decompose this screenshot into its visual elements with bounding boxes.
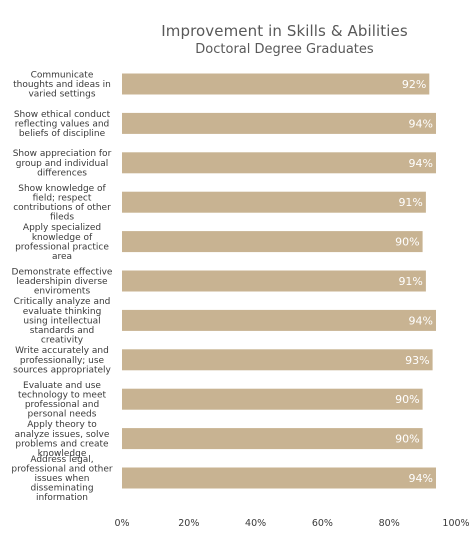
bar-value-label: 93%: [405, 354, 429, 367]
category-label: Evaluate and use technology to meet profes…: [18, 381, 107, 420]
chart-title: Improvement in Skills & Abilities: [161, 22, 408, 40]
bar: [122, 73, 430, 95]
bar: [122, 467, 436, 489]
x-tick-label: 40%: [245, 518, 266, 529]
bar: [122, 309, 436, 331]
bar-value-label: 90%: [395, 236, 419, 249]
bar-value-label: 94%: [409, 472, 433, 485]
bar-value-label: 94%: [409, 117, 433, 130]
bar-value-label: 91%: [398, 275, 422, 288]
bar: [122, 152, 436, 174]
bar: [122, 231, 423, 253]
bar: [122, 112, 436, 134]
category-label: Demonstrate effective leadershipin divers…: [12, 267, 113, 296]
category-label: Critically analyze and evaluate thinking u…: [14, 297, 111, 345]
bar: [122, 428, 423, 450]
category-label: Apply specialized knowledge of professiona…: [15, 223, 109, 262]
bar-value-label: 92%: [402, 78, 426, 91]
bar-value-label: 94%: [409, 314, 433, 327]
category-label: Show ethical conduct reflecting values an…: [14, 110, 111, 139]
category-label: Show knowledge of field; respect contribut…: [13, 184, 111, 223]
bar-value-label: 90%: [395, 393, 419, 406]
chart-subtitle: Doctoral Degree Graduates: [195, 42, 374, 57]
bar-value-label: 91%: [398, 196, 422, 209]
category-label: Communicate thoughts and ideas in varied s…: [13, 70, 111, 99]
category-label: Show appreciation for group and individua…: [13, 149, 112, 178]
bar: [122, 388, 423, 410]
bar: [122, 270, 426, 292]
bar: [122, 191, 426, 213]
x-tick-label: 80%: [379, 518, 400, 529]
category-label: Write accurately and professionally; use s…: [13, 346, 111, 375]
x-tick-label: 0%: [114, 518, 129, 529]
category-label: Apply theory to analyze issues, solve prob…: [15, 420, 110, 459]
bar: [122, 349, 433, 371]
bar-value-label: 94%: [409, 157, 433, 170]
x-tick-label: 20%: [178, 518, 199, 529]
bar-value-label: 90%: [395, 433, 419, 446]
x-tick-label: 100%: [442, 518, 469, 529]
category-label: Address legal, professional and other issu…: [11, 455, 112, 503]
x-tick-label: 60%: [312, 518, 333, 529]
